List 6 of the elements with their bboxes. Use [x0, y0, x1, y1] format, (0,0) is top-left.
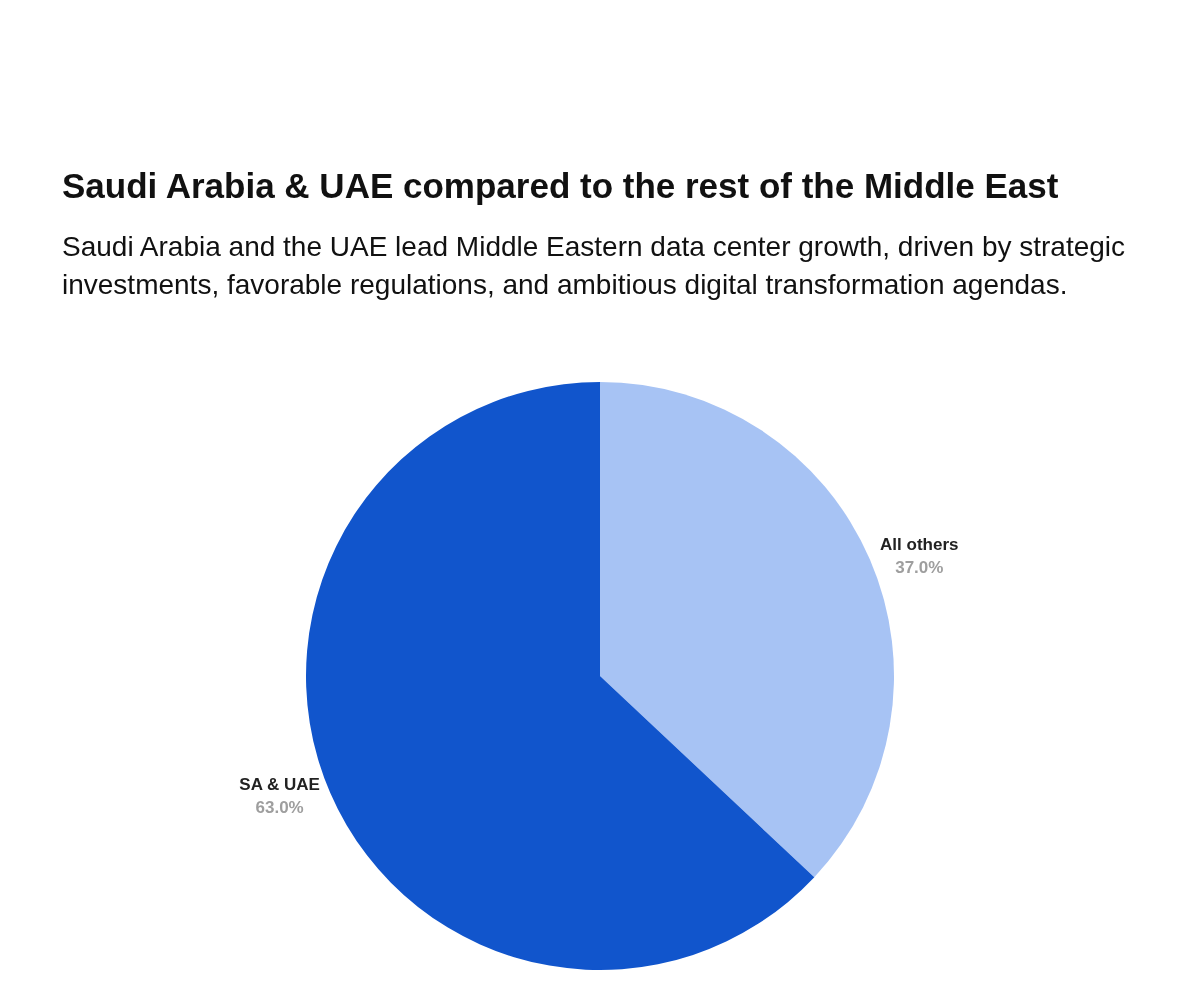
slice-label: SA & UAE: [239, 775, 320, 795]
chart-subtitle: Saudi Arabia and the UAE lead Middle Eastern data center growth, driven by strategic investments, favorable regulations, and ambitious digital transformation agendas.: [62, 230, 1127, 302]
slice-label: All others: [880, 535, 959, 555]
data-label: 37.0%: [895, 557, 944, 577]
data-label: 63.0%: [255, 797, 304, 817]
chart-title: Saudi Arabia & UAE compared to the rest of the Middle East: [62, 166, 1059, 206]
